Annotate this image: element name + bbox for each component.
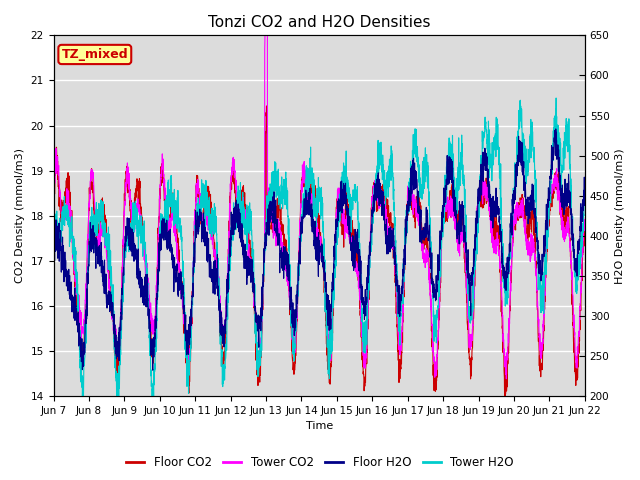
Legend: Floor CO2, Tower CO2, Floor H2O, Tower H2O: Floor CO2, Tower CO2, Floor H2O, Tower H… <box>122 452 518 474</box>
Text: TZ_mixed: TZ_mixed <box>61 48 128 61</box>
Y-axis label: CO2 Density (mmol/m3): CO2 Density (mmol/m3) <box>15 148 25 283</box>
X-axis label: Time: Time <box>305 421 333 432</box>
Y-axis label: H2O Density (mmol/m3): H2O Density (mmol/m3) <box>615 148 625 284</box>
Title: Tonzi CO2 and H2O Densities: Tonzi CO2 and H2O Densities <box>208 15 431 30</box>
